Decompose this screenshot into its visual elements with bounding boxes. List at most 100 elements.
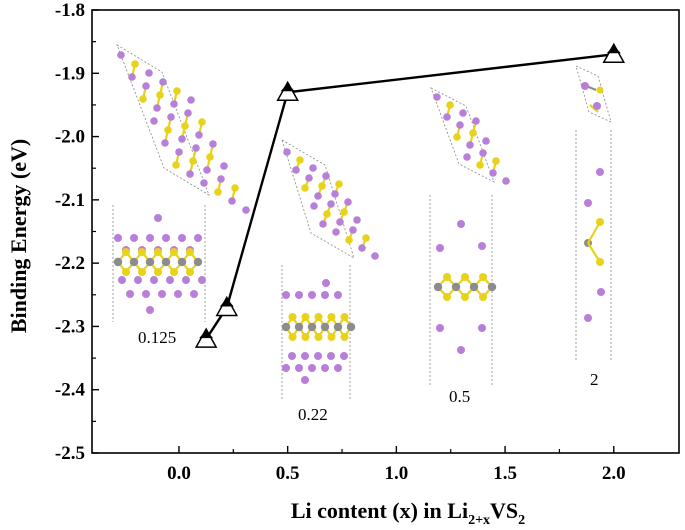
li-atom: [175, 148, 183, 156]
li-atom: [182, 276, 190, 284]
li-atom: [314, 352, 322, 360]
s-atom: [446, 101, 454, 109]
li-atom: [436, 244, 444, 252]
binding-energy-line: [205, 53, 614, 340]
li-atom: [146, 306, 154, 314]
li-atom: [159, 78, 167, 86]
li-atom: [319, 220, 327, 228]
li-atom: [170, 100, 178, 108]
inset-label-05: 0.5: [449, 387, 470, 406]
x-tick-label: 1.5: [493, 463, 517, 484]
li-atom: [162, 234, 170, 242]
s-atom: [170, 248, 178, 256]
v-atom: [487, 282, 497, 292]
inset-label-022: 0.22: [298, 405, 328, 424]
v-atom: [193, 257, 203, 267]
s-atom: [296, 156, 304, 164]
li-atom: [314, 192, 322, 200]
x-axis: 0.0 0.5 1.0 1.5 2.0: [167, 446, 626, 484]
li-atom: [581, 82, 589, 90]
x-axis-title-sub2: 2: [518, 513, 525, 528]
s-atom: [198, 118, 206, 126]
s-atom: [206, 153, 214, 161]
v-atom: [433, 282, 443, 292]
x-tick-label: 0.0: [167, 463, 191, 484]
li-atom: [371, 252, 379, 260]
s-atom: [154, 248, 162, 256]
li-atom: [118, 276, 126, 284]
data-point-marker: [215, 295, 239, 317]
s-atom: [301, 333, 310, 341]
s-atom: [340, 333, 349, 341]
li-atom: [433, 93, 441, 101]
li-atom: [217, 175, 225, 183]
li-atom: [457, 346, 465, 354]
li-atom: [478, 324, 486, 332]
li-atom: [479, 149, 487, 157]
inset-022-top-view: [281, 139, 355, 259]
s-atom: [154, 268, 162, 276]
data-point-marker: [194, 327, 218, 348]
inset-0125-top-view: [116, 44, 210, 196]
s-atom: [288, 333, 297, 341]
li-atom: [336, 218, 344, 226]
li-atom: [334, 364, 342, 372]
x-axis-title-prefix: Li content (x) in Li: [291, 498, 468, 523]
s-atom: [172, 161, 180, 169]
s-atom: [122, 268, 130, 276]
marker-fill: [606, 45, 621, 54]
inset-label-0125: 0.125: [138, 328, 176, 347]
s-atom: [181, 122, 189, 130]
inset-0125-side-view: [112, 205, 206, 322]
s-atom: [492, 157, 500, 165]
inset-label-2: 2: [590, 370, 599, 389]
s-atom: [340, 208, 348, 216]
li-atom: [327, 200, 335, 208]
li-atom: [150, 117, 158, 125]
v-atom: [307, 322, 317, 332]
li-atom: [142, 290, 150, 298]
li-atom: [305, 174, 313, 182]
li-atom: [142, 82, 150, 90]
li-atom: [174, 290, 182, 298]
li-atom: [472, 117, 480, 125]
inset-022-side-view: [281, 265, 351, 400]
y-tick-label: -2.4: [55, 380, 86, 401]
li-atom: [228, 197, 236, 205]
li-atom: [186, 170, 194, 178]
x-tick-label: 0.5: [276, 463, 300, 484]
s-atom: [461, 293, 469, 301]
li-atom: [301, 376, 309, 384]
li-atom: [321, 364, 329, 372]
li-atom: [309, 164, 317, 172]
li-atom: [282, 364, 290, 372]
li-atom: [327, 352, 335, 360]
s-atom: [335, 180, 343, 188]
y-tick-label: -2.1: [55, 190, 85, 211]
marker-fill: [280, 83, 295, 92]
li-atom: [126, 290, 134, 298]
li-atom: [134, 276, 142, 284]
y-tick-label: -1.9: [55, 63, 85, 84]
li-atom: [321, 291, 329, 299]
v-atom: [281, 322, 291, 332]
li-atom: [456, 121, 464, 129]
v-atom: [161, 257, 171, 267]
li-atom: [178, 135, 186, 143]
li-atom: [146, 234, 154, 242]
li-atom: [190, 290, 198, 298]
li-atom: [463, 153, 471, 161]
data-markers: [194, 42, 626, 348]
li-atom: [584, 199, 592, 207]
inset-structure-05: 0.5: [429, 87, 495, 406]
li-atom: [200, 179, 208, 187]
li-atom: [596, 168, 604, 176]
v-atom: [177, 257, 187, 267]
v-atom: [346, 322, 356, 332]
li-atom: [436, 324, 444, 332]
li-atom: [502, 177, 510, 185]
li-atom: [178, 234, 186, 242]
li-atom: [466, 141, 474, 149]
v-atom: [145, 257, 155, 267]
